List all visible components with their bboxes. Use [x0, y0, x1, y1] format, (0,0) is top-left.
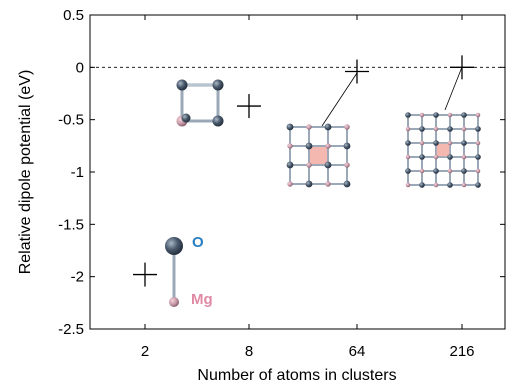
mgo-64-atom-cluster-illustration	[286, 123, 351, 188]
oxygen-label: O	[192, 234, 204, 251]
data-point-216	[450, 55, 474, 80]
data-point-64	[345, 59, 369, 84]
x-tick-label: 64	[349, 343, 366, 360]
y-axis-ticks: 0.5 0 -0.5 -1 -1.5 -2 -2.5	[58, 7, 505, 338]
y-axis-title: Relative dipole potential (eV)	[17, 70, 34, 275]
y-tick-label: -0.5	[58, 112, 84, 129]
y-tick-label: 0.5	[63, 7, 84, 24]
data-markers	[133, 55, 474, 287]
data-point-2	[133, 262, 157, 287]
y-tick-label: -2	[71, 269, 84, 286]
data-point-8	[237, 94, 261, 119]
y-tick-label: 0	[76, 59, 84, 76]
x-tick-label: 2	[141, 343, 149, 360]
y-tick-label: -2.5	[58, 321, 84, 338]
mgo-216-atom-cluster-illustration	[405, 112, 481, 188]
x-tick-label: 216	[449, 343, 474, 360]
x-tick-label: 8	[245, 343, 253, 360]
callout-line-64	[321, 72, 358, 127]
mgo-dimer-illustration: O Mg	[165, 234, 213, 308]
y-tick-label: -1	[71, 164, 84, 181]
mgo-8-atom-cluster-illustration	[176, 79, 224, 127]
magnesium-label: Mg	[191, 291, 213, 308]
y-tick-label: -1.5	[58, 216, 84, 233]
callout-line-216	[444, 66, 463, 111]
x-axis-title: Number of atoms in clusters	[197, 367, 396, 384]
x-axis-ticks: 2 8 64 216	[141, 15, 475, 360]
